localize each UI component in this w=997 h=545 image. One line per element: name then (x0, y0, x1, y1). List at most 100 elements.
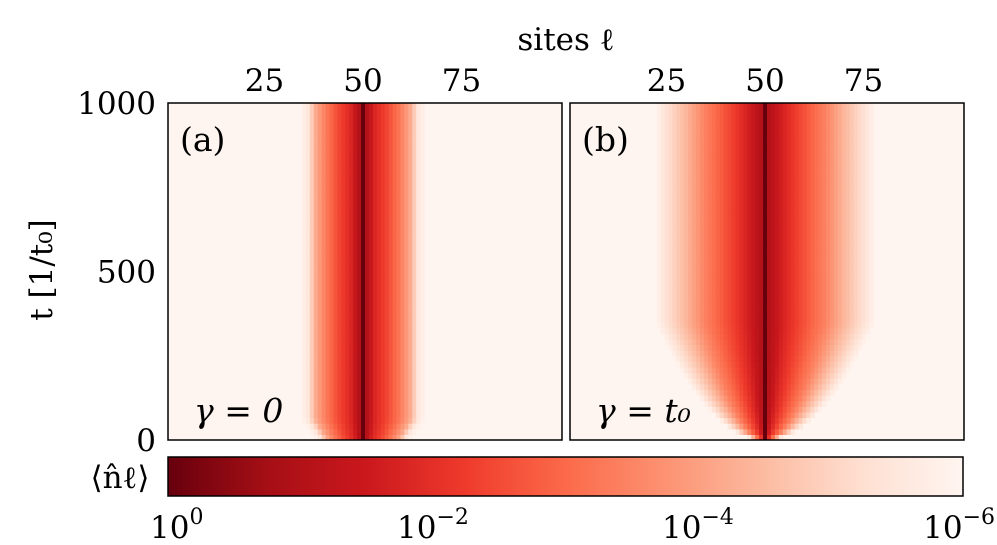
heatmap-cell (333, 249, 339, 256)
heatmap-cell (664, 159, 670, 166)
heatmap-cell (790, 423, 796, 430)
heatmap-cell (684, 350, 689, 357)
heatmap-cell (349, 383, 354, 391)
heatmap-cell (408, 344, 413, 351)
heatmap-cell (404, 395, 409, 402)
heatmap-cell (664, 271, 670, 278)
heatmap-cell (735, 136, 741, 143)
heatmap-cell (774, 333, 780, 340)
heatmap-cell (692, 153, 697, 160)
heatmap-cell (755, 411, 760, 419)
heatmap-cell (763, 192, 768, 200)
heatmap-cell (329, 282, 335, 289)
heatmap-cell (692, 366, 697, 374)
heatmap-cell (755, 265, 760, 273)
heatmap-cell (735, 176, 741, 183)
heatmap-cell (368, 400, 374, 407)
heatmap-cell (735, 265, 741, 273)
heatmap-cell (715, 187, 721, 194)
heatmap-cell (668, 131, 674, 138)
heatmap-cell (849, 220, 855, 228)
heatmap-cell (680, 265, 685, 273)
heatmap-cell (680, 215, 685, 222)
heatmap-cell (739, 265, 744, 273)
heatmap-cell (798, 406, 804, 413)
heatmap-cell (396, 249, 402, 256)
heatmap-cell (301, 350, 307, 357)
heatmap-cell (790, 271, 796, 278)
heatmap-cell (841, 170, 847, 177)
heatmap-cell (365, 136, 370, 143)
heatmap-cell (408, 372, 413, 379)
heatmap-cell (774, 198, 780, 205)
heatmap-cell (755, 383, 760, 391)
heatmap-cell (853, 215, 859, 222)
heatmap-cell (337, 232, 342, 239)
heatmap-cell (365, 265, 370, 273)
heatmap-cell (751, 125, 756, 132)
heatmap-cell (672, 327, 677, 334)
heatmap-cell (416, 355, 421, 362)
heatmap-cell (814, 164, 819, 171)
heatmap-cell (723, 350, 729, 357)
heatmap-cell (345, 170, 350, 177)
heatmap-cell (400, 327, 405, 334)
heatmap-cell (763, 288, 768, 295)
heatmap-cell (755, 159, 760, 166)
heatmap-cell (376, 417, 382, 424)
heatmap-cell (751, 192, 756, 200)
heatmap-cell (845, 226, 851, 233)
heatmap-cell (711, 361, 717, 368)
heatmap-cell (392, 220, 398, 228)
heatmap-cell (372, 108, 378, 115)
heatmap-cell (420, 338, 425, 346)
heatmap-cell (361, 142, 366, 149)
heatmap-cell (384, 305, 390, 312)
heatmap-cell (830, 215, 835, 222)
heatmap-cell (353, 187, 358, 194)
heatmap-cell (329, 322, 335, 329)
heatmap-cell (841, 187, 847, 194)
heatmap-cell (325, 406, 331, 413)
heatmap-cell (833, 265, 839, 273)
heatmap-cell (711, 400, 717, 407)
heatmap-cell (822, 136, 827, 143)
heatmap-cell (404, 265, 409, 273)
heatmap-cell (660, 153, 666, 160)
heatmap-cell (416, 249, 421, 256)
heatmap-cell (361, 271, 366, 278)
heatmap-cell (755, 271, 760, 278)
heatmap-cell (747, 338, 752, 346)
heatmap-cell (798, 277, 804, 284)
heatmap-cell (830, 282, 835, 289)
heatmap-cell (408, 434, 413, 440)
heatmap-cell (739, 389, 744, 396)
heatmap-cell (747, 417, 752, 424)
heatmap-cell (837, 316, 843, 323)
heatmap-cell (305, 322, 311, 329)
heatmap-cell (861, 293, 867, 301)
heatmap-cell (849, 215, 855, 222)
heatmap-cell (384, 338, 390, 346)
heatmap-cell (731, 350, 737, 357)
heatmap-cell (841, 366, 847, 374)
heatmap-cell (384, 249, 390, 256)
heatmap-cell (822, 260, 827, 267)
panel-frame (167, 102, 563, 441)
heatmap-cell (696, 226, 701, 233)
heatmap-cell (767, 103, 772, 110)
heatmap-cell (337, 147, 342, 155)
heatmap-cell (337, 220, 342, 228)
heatmap-cell (692, 114, 697, 121)
heatmap-cell (759, 136, 764, 143)
heatmap-cell (664, 204, 670, 211)
heatmap-cell (857, 299, 863, 306)
heatmap-cell (345, 277, 350, 284)
heatmap-cell (376, 187, 382, 194)
heatmap-cell (668, 226, 674, 233)
heatmap-cell (837, 299, 843, 306)
heatmap-cell (696, 170, 701, 177)
heatmap-cell (416, 226, 421, 233)
heatmap-cell (684, 237, 689, 245)
colorbar-tick-label: 10−2 (397, 505, 469, 545)
